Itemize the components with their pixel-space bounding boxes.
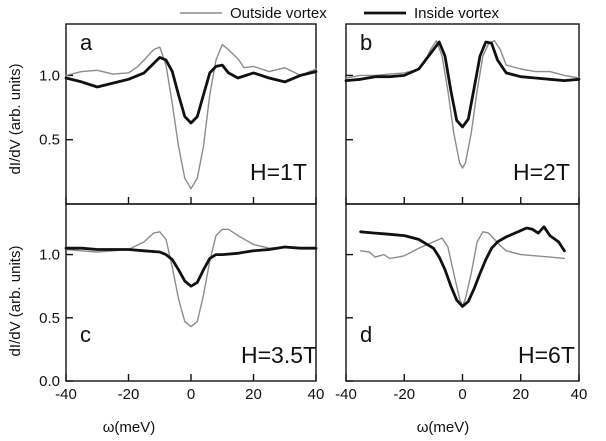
x-tick-label: 20 [512, 386, 529, 403]
panel-letter: a [80, 30, 93, 55]
x-tick-label: -20 [118, 386, 140, 403]
x-tick-label: -20 [393, 386, 415, 403]
series-line-outside [345, 40, 580, 169]
series-line-outside [65, 228, 317, 328]
panel-field-label: H=1T [250, 159, 307, 185]
legend: Outside vortex Inside vortex [180, 5, 500, 22]
panel-letter: b [360, 30, 372, 55]
y-tick-label: 0.5 [39, 310, 60, 327]
series-line-inside [359, 225, 566, 308]
panel-a: 0.5 1.0 a H=1T [39, 23, 318, 205]
panel-d: -40 -20 0 20 40 d H=6T [335, 203, 588, 403]
panel-b: b H=2T [344, 23, 581, 205]
y-axis-title: dI/dV (arb. units) [7, 246, 24, 357]
x-tick-label: 0 [458, 386, 466, 403]
legend-inside-label: Inside vortex [414, 5, 500, 22]
panel-field-label: H=6T [518, 342, 575, 368]
y-axis-title: dI/dV (arb. units) [7, 64, 24, 175]
panel-letter: d [360, 322, 372, 347]
series-line-outside [359, 231, 566, 308]
y-tick-label: 0.5 [39, 132, 60, 149]
series-line-outside [65, 43, 317, 190]
x-tick-label: 20 [245, 386, 262, 403]
panel-field-label: H=3.5T [241, 342, 317, 368]
y-tick-label: 0.0 [39, 373, 60, 390]
x-tick-label: 0 [187, 386, 195, 403]
x-axis-title: ω(meV) [417, 419, 470, 436]
panel-c: 0.0 0.5 1.0 -40 -20 0 20 40 c H=3.5T [39, 203, 325, 403]
y-tick-label: 1.0 [39, 247, 60, 264]
x-tick-label: -40 [55, 386, 77, 403]
series-line-inside [64, 56, 318, 125]
panel-field-label: H=2T [513, 159, 570, 185]
x-tick-label: 40 [571, 386, 588, 403]
x-axis-title: ω(meV) [103, 419, 156, 436]
x-tick-label: -40 [335, 386, 357, 403]
series-line-inside [64, 245, 318, 288]
panel-letter: c [80, 322, 91, 347]
series-line-inside [344, 40, 581, 129]
y-tick-label: 1.0 [39, 67, 60, 84]
x-tick-label: 40 [308, 386, 325, 403]
legend-outside-label: Outside vortex [230, 5, 327, 22]
